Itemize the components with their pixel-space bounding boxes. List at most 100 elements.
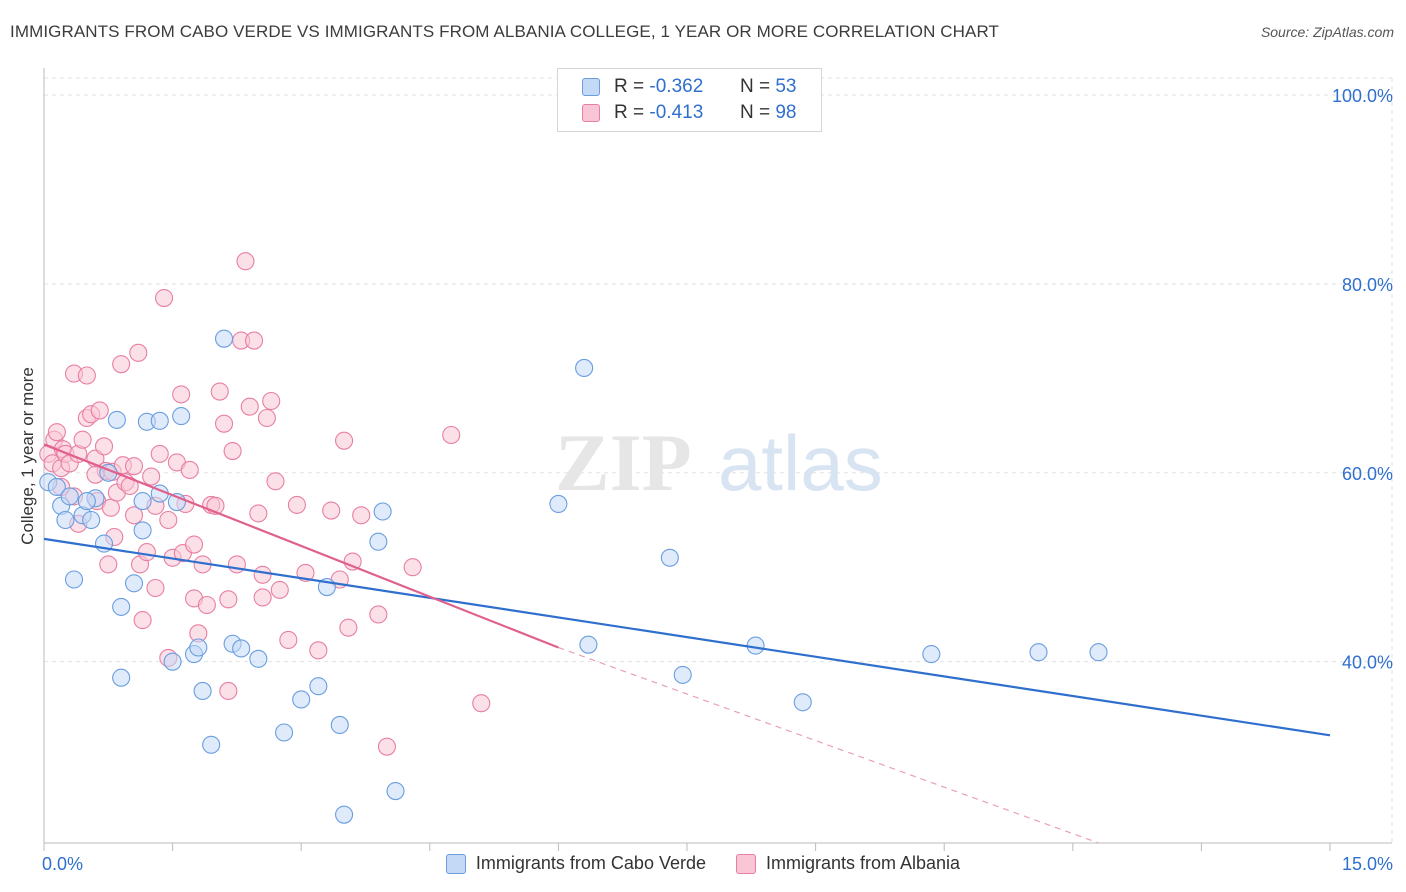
cabo-verde-point <box>60 487 79 506</box>
cabo-verde-point <box>922 645 941 664</box>
albania-point <box>77 366 96 385</box>
y-tick-label: 60.0% <box>1342 464 1393 484</box>
cabo-verde-point <box>292 690 311 709</box>
legend-n-label: N = <box>739 76 771 97</box>
cabo-verde-point <box>309 677 328 696</box>
cabo-verde-point <box>163 652 182 671</box>
legend-swatch-albania <box>582 104 600 122</box>
y-axis-label: College, 1 year or more <box>18 367 37 545</box>
albania-point <box>133 611 152 630</box>
cabo-verde-point <box>275 723 294 742</box>
chart-source: Source: ZipAtlas.com <box>1260 24 1394 40</box>
albania-point <box>219 590 238 609</box>
cabo-verde-point <box>124 574 144 593</box>
cabo-verde-point <box>202 735 221 754</box>
albania-point <box>90 401 109 420</box>
series-legend: Immigrants from Cabo Verde Immigrants fr… <box>0 853 1406 874</box>
cabo-verde-point <box>369 532 388 551</box>
albania-point <box>73 430 92 449</box>
cabo-verde-point <box>56 510 75 530</box>
cabo-verde-point <box>189 638 208 657</box>
albania-point <box>94 437 114 456</box>
cabo-verde-point <box>373 502 392 521</box>
albania-point <box>219 681 238 700</box>
cabo-verde-point <box>150 411 169 430</box>
albania-point <box>214 414 234 433</box>
albania-point <box>101 498 120 517</box>
albania-point <box>142 467 161 486</box>
legend-r-value: -0.413 <box>649 102 704 123</box>
cabo-verde-point <box>64 570 84 589</box>
cabo-verde-point <box>214 329 234 348</box>
cabo-verde-point <box>112 668 131 687</box>
albania-point <box>99 555 118 574</box>
series-swatch-albania <box>736 853 756 874</box>
cabo-verde-point <box>1089 643 1108 662</box>
legend-r-label: R = <box>614 102 645 123</box>
legend-n-label: N = <box>739 102 771 123</box>
series-label-cabo-verde: Immigrants from Cabo Verde <box>475 853 706 873</box>
y-tick-label: 80.0% <box>1342 275 1393 295</box>
x-tick-label: 0.0% <box>42 854 83 874</box>
albania-point <box>270 580 289 599</box>
albania-point <box>339 618 358 637</box>
albania-point <box>146 578 165 598</box>
albania-point <box>210 382 229 401</box>
albania-point <box>472 694 491 713</box>
cabo-verde-point <box>47 477 66 496</box>
albania-point <box>279 630 298 649</box>
watermark-atlas: atlas <box>718 419 883 507</box>
legend-r-label: R = <box>614 76 645 97</box>
series-legend-item-albania: Immigrants from Albania <box>736 853 960 874</box>
legend-swatch-cabo-verde <box>582 78 600 96</box>
albania-point <box>352 506 371 525</box>
cabo-verde-point <box>112 597 131 616</box>
legend-r-value: -0.362 <box>649 76 704 97</box>
albania-point <box>124 457 144 476</box>
cabo-verde-point <box>172 407 191 426</box>
albania-point <box>403 558 422 577</box>
cabo-verde-point <box>82 510 101 530</box>
albania-point <box>249 504 268 523</box>
cabo-verde-point <box>133 521 152 540</box>
cabo-verde-point <box>549 494 568 513</box>
cabo-verde-point <box>660 548 679 567</box>
albania-point <box>172 385 191 404</box>
albania-point <box>266 472 285 491</box>
albania-point <box>184 535 204 554</box>
albania-point <box>257 408 276 428</box>
stats-legend: R = -0.362 N = 53 R = -0.413 N = 98 <box>557 68 822 132</box>
albania-point <box>159 510 178 530</box>
series-legend-item-cabo-verde: Immigrants from Cabo Verde <box>445 853 706 874</box>
cabo-verde-point <box>193 681 212 700</box>
albania-point <box>154 289 174 308</box>
albania-point <box>240 397 259 416</box>
albania-point <box>197 595 216 615</box>
series-label-albania: Immigrants from Albania <box>766 853 961 873</box>
y-tick-label: 100.0% <box>1332 86 1393 106</box>
trendline-cabo-verde <box>43 537 1331 737</box>
cabo-verde-point <box>249 649 268 668</box>
cabo-verde-point <box>77 492 96 511</box>
albania-point <box>253 588 272 607</box>
trendline-albania-extension <box>558 646 1099 844</box>
cabo-verde-point <box>575 358 594 377</box>
legend-n-value: 98 <box>775 102 797 123</box>
cabo-verde-point <box>330 715 349 734</box>
legend-row-cabo-verde: R = -0.362 N = 53 <box>558 74 796 100</box>
cabo-verde-point <box>335 805 354 824</box>
albania-point <box>180 460 199 479</box>
cabo-verde-point <box>232 639 251 658</box>
legend-row-albania: R = -0.413 N = 98 <box>558 100 796 126</box>
chart-title: IMMIGRANTS FROM CABO VERDE VS IMMIGRANTS… <box>10 22 1000 41</box>
albania-point <box>262 391 281 411</box>
albania-point <box>335 431 354 450</box>
cabo-verde-point <box>673 665 692 684</box>
cabo-verde-point <box>133 492 152 511</box>
albania-point <box>223 442 242 461</box>
cabo-verde-point <box>1029 643 1048 662</box>
cabo-verde-point <box>107 410 126 429</box>
albania-point <box>322 501 341 520</box>
watermark-zip: ZIP <box>555 417 692 508</box>
